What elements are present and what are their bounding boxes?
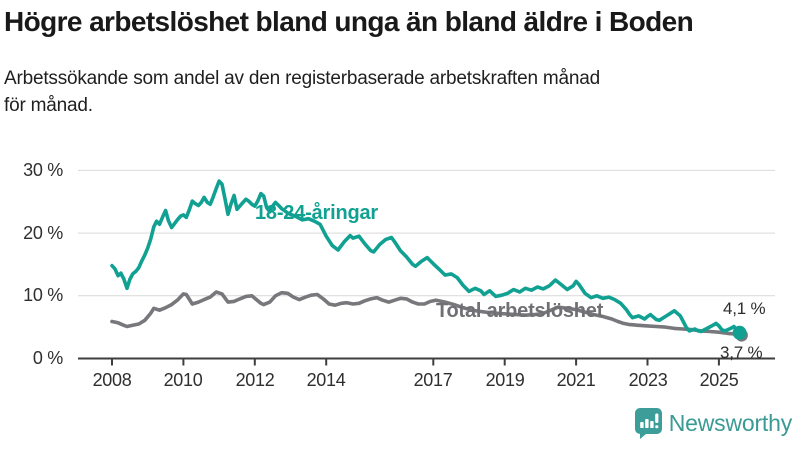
x-axis-tick-label: 2019 (485, 370, 525, 390)
chart-subtitle: Arbetssökande som andel av den registerb… (4, 66, 764, 119)
y-axis-tick-label: 20 % (23, 223, 63, 243)
x-axis-tick-label: 2021 (556, 370, 596, 390)
newsworthy-icon (634, 408, 662, 439)
x-axis-tick-label: 2017 (413, 370, 453, 390)
x-axis-tick-label: 2008 (92, 370, 132, 390)
end-value-label-total: 3,7 % (720, 343, 763, 362)
end-value-label-youth: 4,1 % (723, 299, 766, 318)
brand-name: Newsworthy (668, 410, 792, 436)
x-axis-tick-label: 2023 (628, 370, 668, 390)
newsworthy-logo[interactable]: Newsworthy (634, 408, 792, 439)
y-axis-tick-label: 10 % (23, 285, 63, 305)
x-axis-tick-label: 2010 (163, 370, 203, 390)
x-axis-tick-label: 2012 (235, 370, 275, 390)
y-axis-tick-label: 30 % (23, 160, 63, 180)
x-axis-tick-label: 2025 (699, 370, 739, 390)
subtitle-line-1: Arbetssökande som andel av den registerb… (4, 68, 601, 89)
y-axis-tick-label: 0 % (32, 348, 63, 368)
series-label-youth: 18-24-åringar (255, 202, 379, 224)
x-axis-tick-label: 2014 (306, 370, 346, 390)
subtitle-line-2: för månad. (4, 94, 93, 116)
series-label-total: Total arbetslöshet (436, 300, 604, 322)
page-title: Högre arbetslöshet bland unga än bland ä… (4, 6, 694, 37)
